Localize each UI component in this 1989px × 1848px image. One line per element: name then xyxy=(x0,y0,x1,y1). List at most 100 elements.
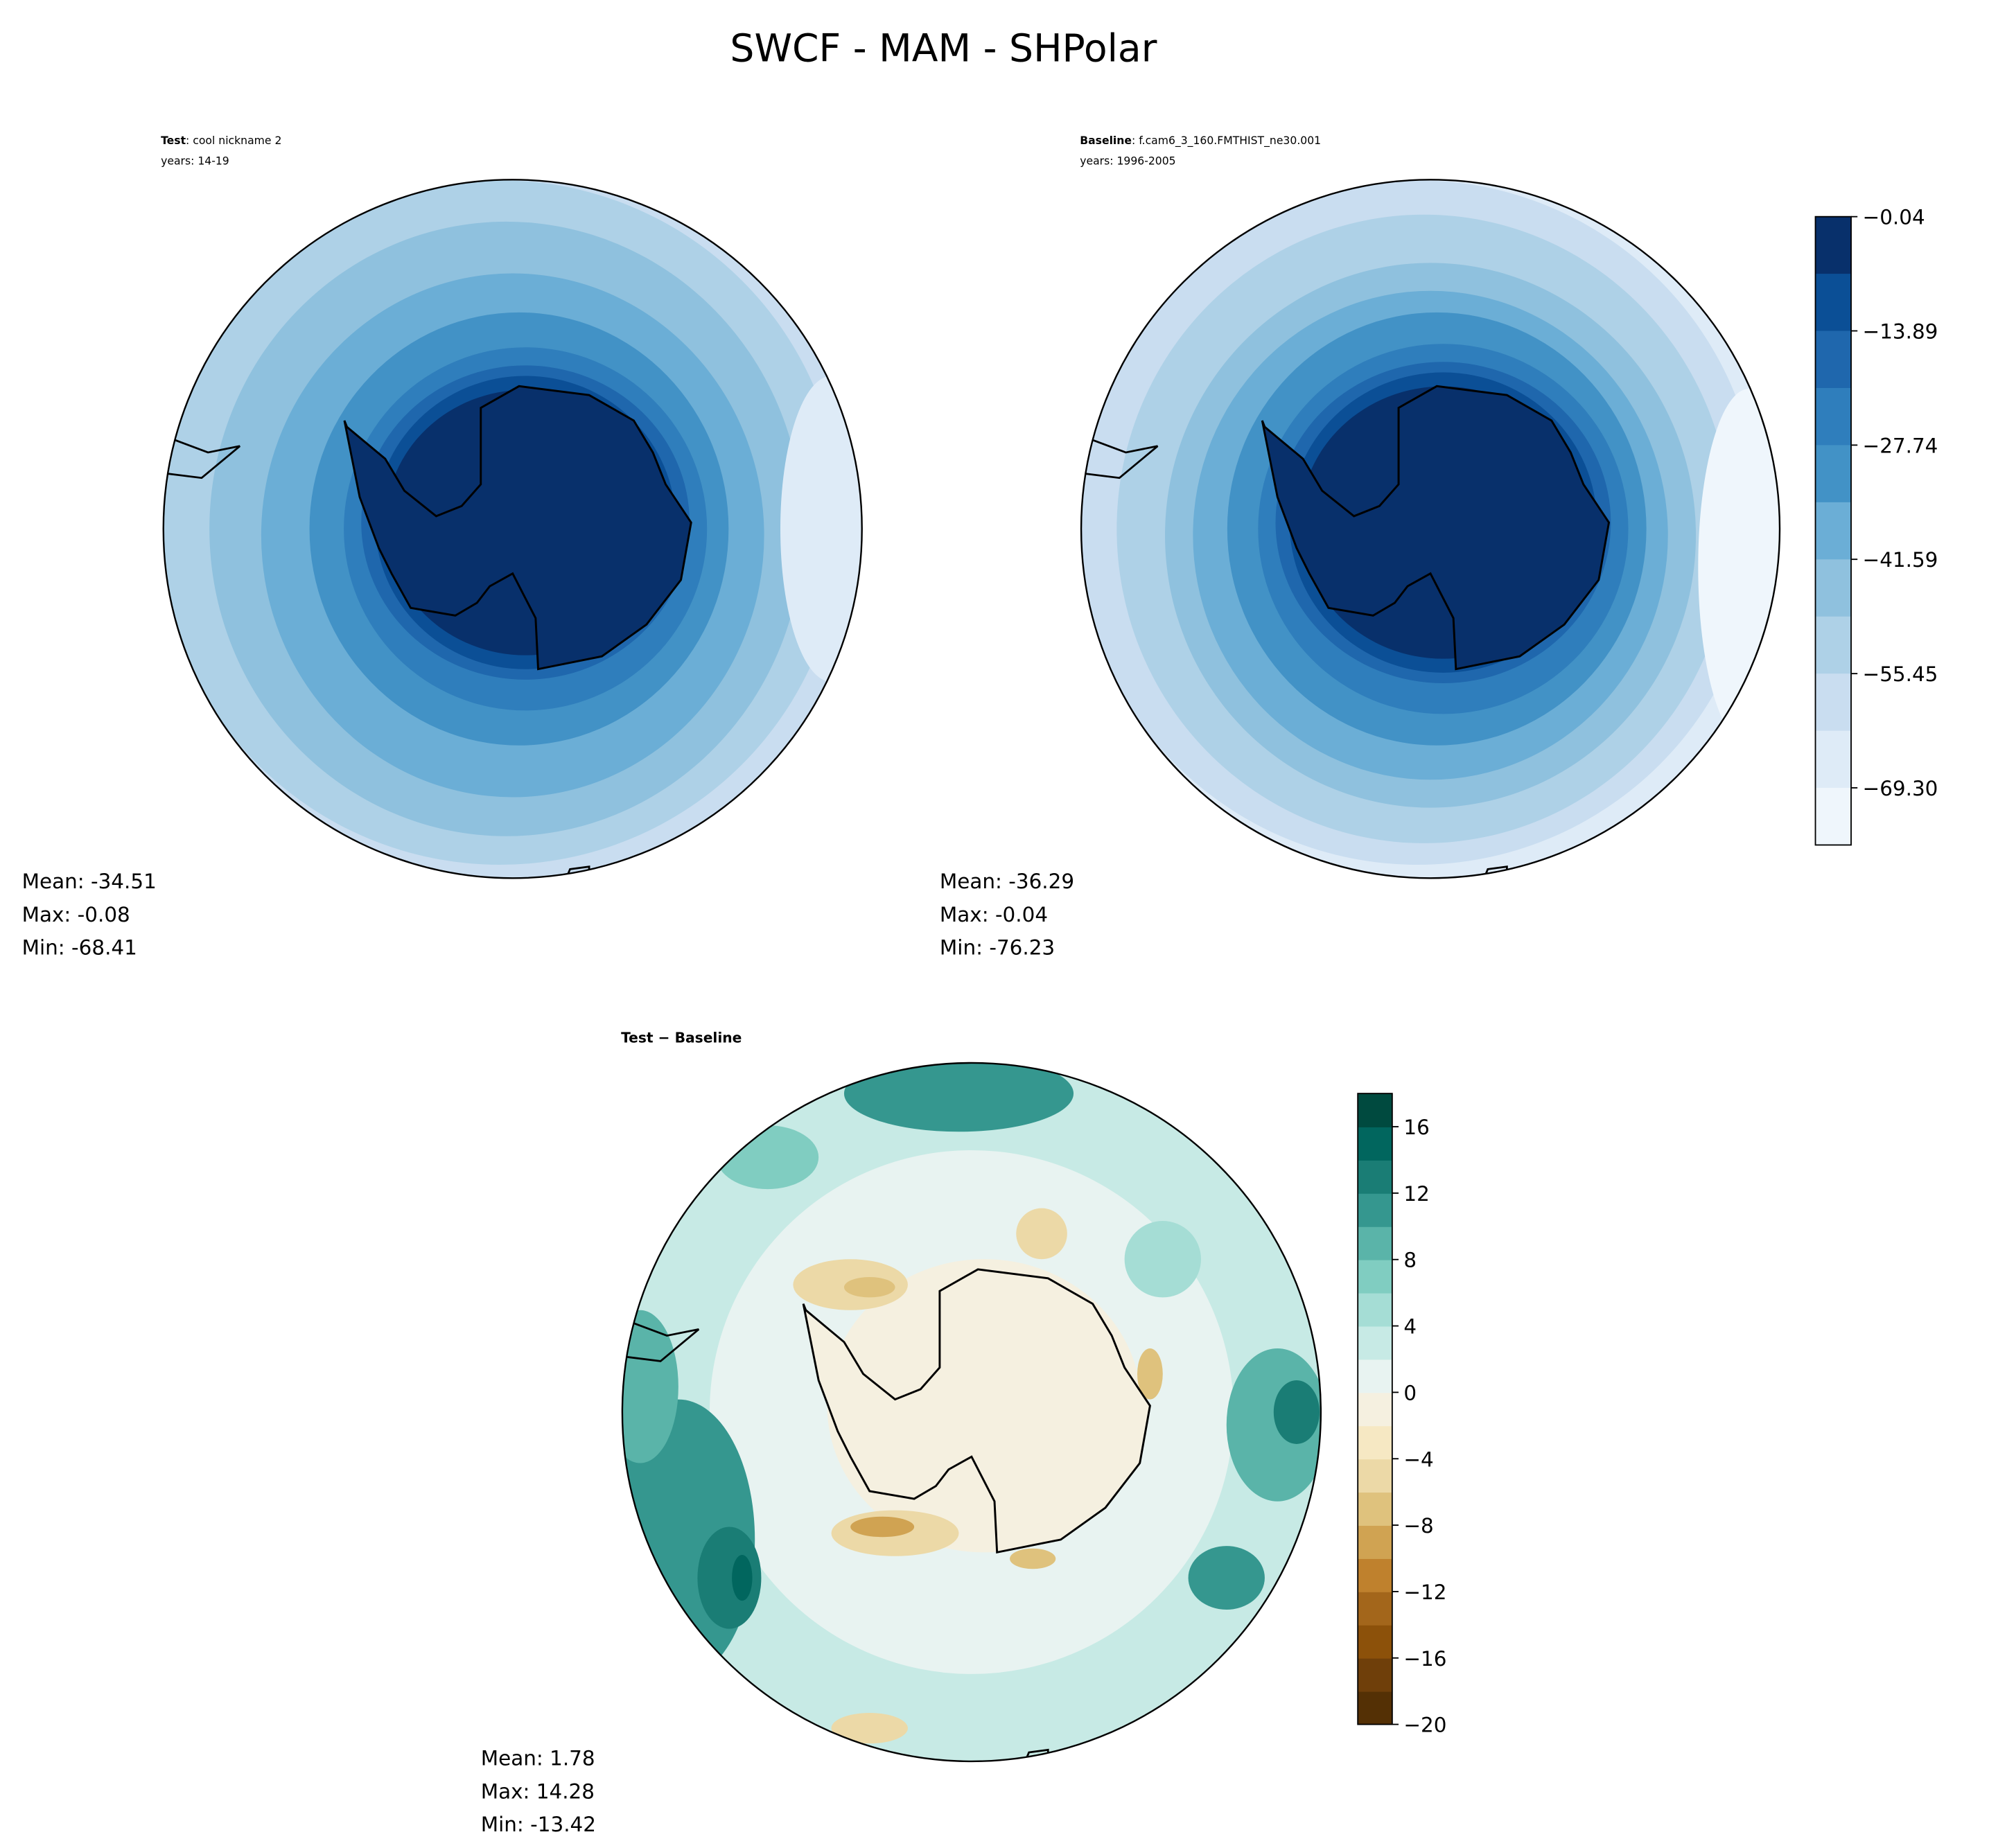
colorbar-segment xyxy=(1815,502,1852,561)
map-boundary xyxy=(1080,179,1781,879)
south-america-coastline xyxy=(1081,432,1159,479)
colorbar-segment xyxy=(1815,674,1852,732)
contour-patch xyxy=(843,1276,895,1298)
colorbar-tick-label: 4 xyxy=(1403,1315,1417,1339)
colorbar-tick-label: −8 xyxy=(1403,1514,1433,1538)
colorbar-tick-label: 16 xyxy=(1403,1116,1429,1139)
colorbar-tick-label: −13.89 xyxy=(1863,320,1938,344)
panel-baseline-years: years: 1996-2005 xyxy=(1080,154,1175,167)
colorbar-diff: 16 12 8 4 0 −4 −8 −12 −16 −20 xyxy=(1357,1093,1446,1737)
colorbar-segment xyxy=(1358,1525,1392,1559)
label-bold: Test xyxy=(161,134,186,147)
colorbar-tick-label: −41.59 xyxy=(1863,548,1938,572)
colorbar-segment xyxy=(1815,331,1852,389)
map-test xyxy=(162,179,863,879)
panel-diff: Test − Baseline Mean: 1.78 Max: 14.28 Mi… xyxy=(481,1030,1322,1836)
antarctica-coastline xyxy=(802,1268,1151,1554)
stat-max: Max: 14.28 xyxy=(481,1779,595,1803)
panel-test: Test: cool nickname 2 years: 14-19 Mean:… xyxy=(22,134,863,960)
contour-patch xyxy=(1010,1548,1056,1569)
colorbar-tick-label: −0.04 xyxy=(1863,206,1925,229)
colorbar-tick-label: −12 xyxy=(1403,1581,1446,1604)
colorbar-segment xyxy=(1815,445,1852,503)
colorbar-segment xyxy=(1815,788,1852,846)
colorbar-segment xyxy=(1815,616,1852,675)
panel-test-years: years: 14-19 xyxy=(161,154,229,167)
colorbar-segment xyxy=(1815,216,1852,275)
colorbar-main: −0.04 −13.89 −27.74 −41.59 −55.45 −69.30 xyxy=(1814,206,1938,846)
colorbar-segment xyxy=(1358,1127,1392,1161)
colorbar-segment xyxy=(1358,1226,1392,1260)
contour-patch xyxy=(732,1554,753,1601)
contour-patch xyxy=(1124,1221,1201,1298)
colorbar-segment xyxy=(1358,1093,1392,1127)
colorbar-segment xyxy=(1358,1591,1392,1626)
colorbar-segment xyxy=(1815,730,1852,789)
contour-patch xyxy=(850,1516,915,1538)
stat-mean: Mean: -36.29 xyxy=(940,870,1074,893)
colorbar-tick-label: −16 xyxy=(1403,1647,1446,1671)
colorbar-segment xyxy=(1358,1392,1392,1427)
colorbar-frame xyxy=(1357,1093,1393,1725)
contour-patch xyxy=(1273,1380,1320,1444)
colorbar-segment xyxy=(1358,1492,1392,1526)
contour-patch xyxy=(780,376,862,683)
colorbar-segment xyxy=(1815,559,1852,617)
antarctica-coastline xyxy=(343,385,692,671)
contour-patch xyxy=(697,1526,762,1629)
contour-fill xyxy=(163,179,862,879)
colorbar-segment xyxy=(1815,274,1852,332)
colorbar-segment xyxy=(1358,1292,1392,1327)
stat-min: Min: -13.42 xyxy=(481,1813,596,1836)
colorbar-tick-label: −55.45 xyxy=(1863,662,1938,686)
colorbar-segment xyxy=(1358,1425,1392,1460)
colorbar-segment xyxy=(1358,1326,1392,1360)
label-rest: : f.cam6_3_160.FMTHIST_ne30.001 xyxy=(1132,134,1321,148)
colorbar-segment xyxy=(1358,1624,1392,1659)
panel-test-label: Test: cool nickname 2 xyxy=(161,134,281,147)
colorbar-segment xyxy=(1358,1159,1392,1194)
colorbar-segment xyxy=(1358,1691,1392,1725)
panel-baseline-label: Baseline: f.cam6_3_160.FMTHIST_ne30.001 xyxy=(1080,134,1321,148)
colorbar-segment xyxy=(1358,1459,1392,1493)
stat-mean: Mean: 1.78 xyxy=(481,1746,595,1770)
colorbar-tick-label: 8 xyxy=(1403,1249,1417,1272)
contour-patch xyxy=(1016,1208,1067,1260)
map-boundary xyxy=(621,1062,1322,1763)
stat-mean: Mean: -34.51 xyxy=(22,870,157,893)
colorbar-tick-label: 12 xyxy=(1403,1182,1429,1206)
map-baseline xyxy=(1080,179,1781,879)
colorbar-segment xyxy=(1815,387,1852,446)
colorbar-tick-label: −27.74 xyxy=(1863,434,1938,457)
map-diff xyxy=(621,1062,1322,1763)
stat-min: Min: -76.23 xyxy=(940,936,1055,960)
colorbar-segment xyxy=(1358,1558,1392,1592)
contour-patch xyxy=(622,1310,678,1463)
colorbar-tick-label: −69.30 xyxy=(1863,777,1938,800)
panel-baseline: Baseline: f.cam6_3_160.FMTHIST_ne30.001 … xyxy=(940,134,1781,960)
colorbar-tick-label: −20 xyxy=(1403,1714,1446,1737)
colorbar-segment xyxy=(1358,1259,1392,1294)
map-boundary xyxy=(162,179,863,879)
stat-min: Min: -68.41 xyxy=(22,936,137,960)
contour-fill xyxy=(622,1062,1321,1761)
colorbar-tick-label: 0 xyxy=(1403,1381,1417,1405)
contour-patch xyxy=(1698,388,1780,746)
contour-patch xyxy=(843,1062,1074,1132)
contour-patch xyxy=(1188,1546,1265,1610)
figure-title: SWCF - MAM - SHPolar xyxy=(730,26,1157,71)
colorbar-tick-label: −4 xyxy=(1403,1447,1433,1471)
contour-patch xyxy=(831,1713,908,1744)
antarctica-coastline xyxy=(1261,385,1611,671)
contour-fill xyxy=(1081,179,1780,879)
south-america-coastline xyxy=(163,432,241,479)
colorbar-frame xyxy=(1814,215,1852,846)
stat-max: Max: -0.08 xyxy=(22,903,130,926)
colorbar-segment xyxy=(1358,1657,1392,1692)
panel-diff-label: Test − Baseline xyxy=(621,1030,742,1046)
contour-patch xyxy=(1137,1348,1163,1400)
colorbar-segment xyxy=(1358,1193,1392,1227)
colorbar-segment xyxy=(1358,1359,1392,1393)
south-america-coastline xyxy=(622,1315,700,1362)
